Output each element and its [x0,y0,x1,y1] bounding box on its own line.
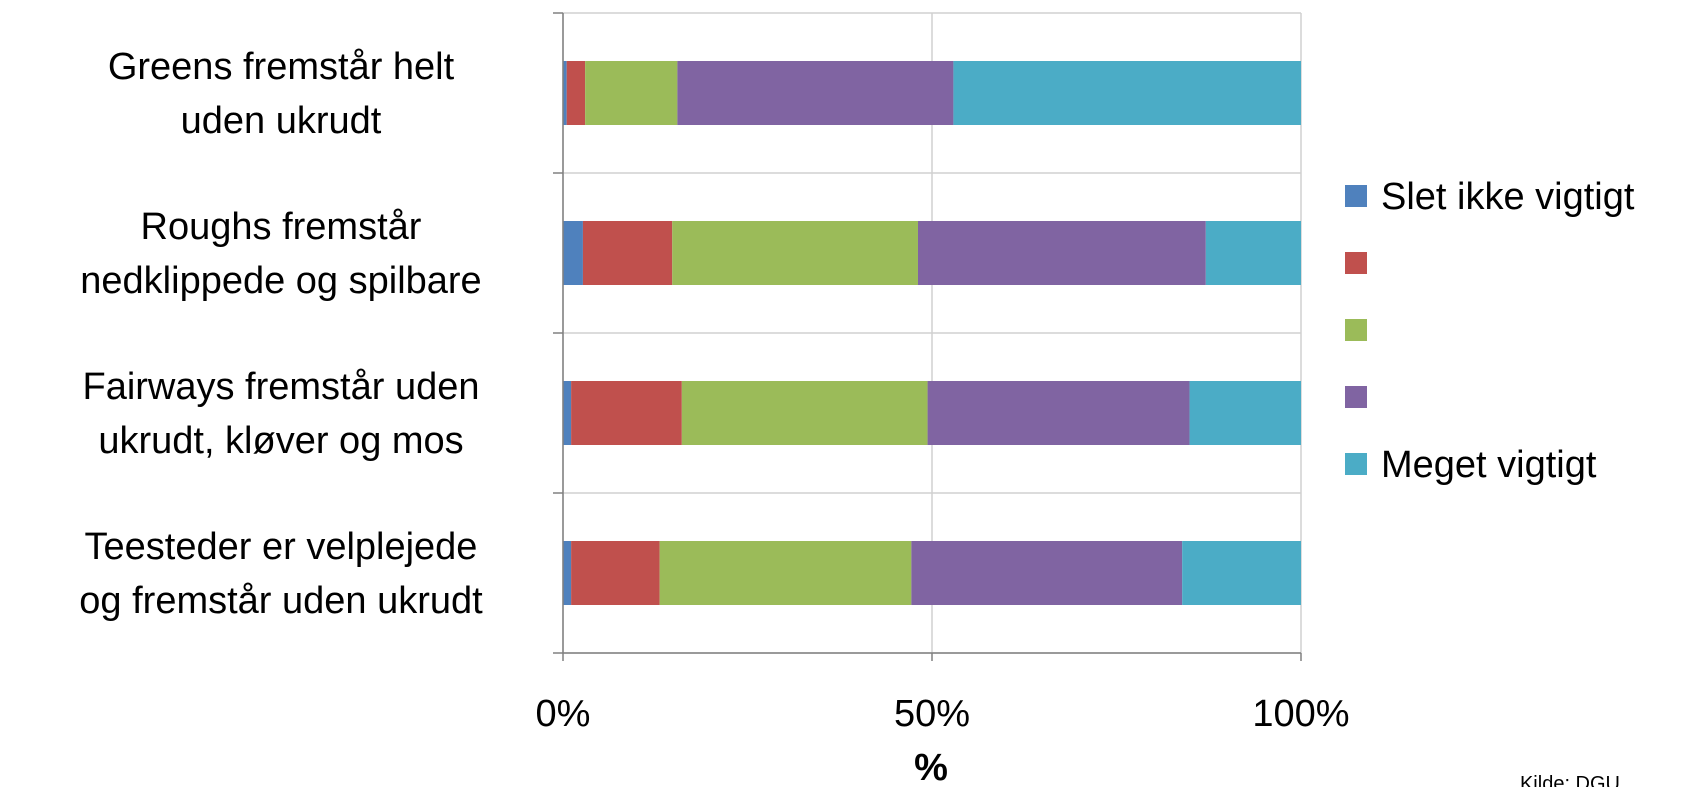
bars [563,61,1301,605]
bar-segment-s0-c1 [563,221,583,285]
legend-swatch-1 [1345,252,1367,274]
bar-segment-s4-c0 [953,61,1301,125]
category-label: Fairways fremstår uden [82,366,479,408]
bar-segment-s2-c0 [585,61,678,125]
legend-swatch-2 [1345,319,1367,341]
bar-segment-s1-c1 [582,221,673,285]
bar-segment-s2-c3 [659,541,912,605]
bar-segment-s4-c3 [1182,541,1301,605]
bar-segment-s3-c1 [917,221,1206,285]
x-tick-label: 0% [536,693,591,735]
bar-segment-s4-c1 [1205,221,1301,285]
bar-segment-s2-c1 [672,221,918,285]
legend-swatch-3 [1345,386,1367,408]
category-labels: Greens fremstår helt uden ukrudt Roughs fr… [79,46,483,622]
legend-swatch-4 [1345,453,1367,475]
category-label: Greens fremstår helt [108,46,455,88]
category-label: Roughs fremstår [141,206,422,248]
bar-segment-s0-c3 [563,541,572,605]
bar-segment-s3-c2 [927,381,1190,445]
bar-segment-s1-c2 [571,381,682,445]
category-label: Teesteder er velplejede [85,526,478,568]
x-tick-label: 100% [1252,693,1349,735]
x-tick-label: 50% [894,693,970,735]
x-tick-labels: 0% 50% 100% [536,693,1350,735]
x-axis-title: % [914,747,948,787]
legend-label-4: Meget vigtigt [1381,444,1597,486]
category-label: og fremstår uden ukrudt [79,580,483,622]
legend-swatch-0 [1345,185,1367,207]
bar-segment-s2-c2 [681,381,928,445]
bar-segment-s1-c3 [571,541,660,605]
axes [553,12,1302,661]
bar-segment-s0-c0 [563,61,567,125]
source-note: Kilde: DGU [1520,773,1620,787]
bar-segment-s3-c0 [677,61,954,125]
bar-segment-s0-c2 [563,381,572,445]
bar-segment-s3-c3 [911,541,1183,605]
category-label: ukrudt, kløver og mos [98,420,463,462]
category-label: uden ukrudt [181,100,382,142]
category-label: nedklippede og spilbare [80,260,481,302]
bar-segment-s4-c2 [1189,381,1301,445]
legend: Slet ikke vigtigt Meget vigtigt [1345,176,1635,486]
bar-segment-s1-c0 [566,61,586,125]
legend-label-0: Slet ikke vigtigt [1381,176,1635,218]
